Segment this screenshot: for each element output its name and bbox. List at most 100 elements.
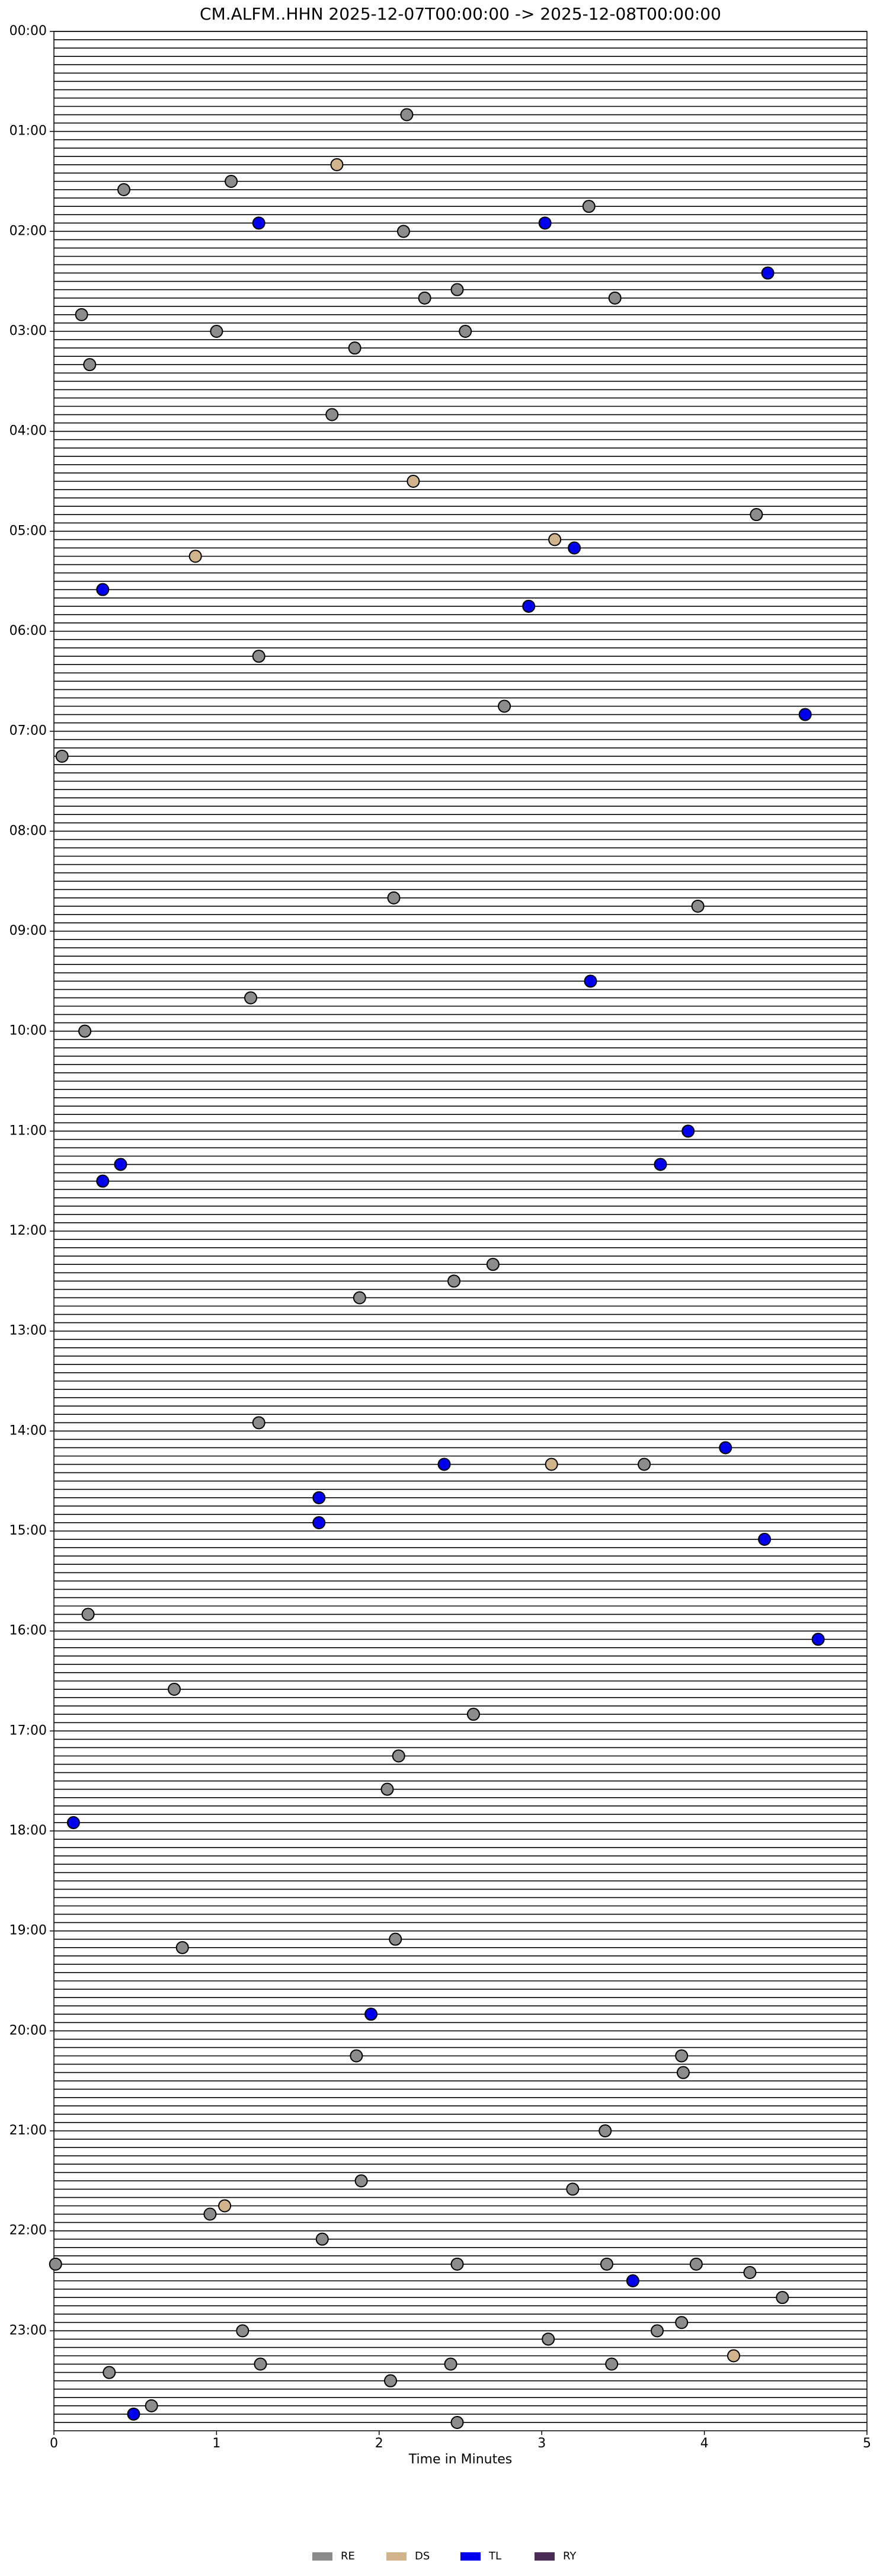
event-marker	[218, 2199, 232, 2213]
y-tick-label: 09:00	[9, 923, 47, 938]
event-marker	[407, 475, 420, 488]
event-marker	[81, 1607, 95, 1621]
x-tick-label: 4	[700, 2436, 709, 2451]
event-marker	[599, 2124, 612, 2137]
event-marker	[459, 325, 472, 338]
event-marker	[252, 1416, 265, 1430]
event-marker	[117, 183, 130, 196]
event-marker	[798, 708, 812, 721]
event-marker	[750, 508, 763, 522]
event-marker	[254, 2357, 267, 2371]
event-marker	[400, 108, 414, 122]
event-marker	[225, 175, 238, 188]
event-marker	[418, 291, 431, 305]
event-marker	[354, 2174, 368, 2188]
event-marker	[681, 1124, 695, 1138]
event-marker	[605, 2357, 619, 2371]
event-marker	[675, 2049, 689, 2063]
event-marker	[486, 1258, 500, 1271]
event-marker	[776, 2291, 789, 2305]
event-marker	[353, 1291, 366, 1305]
event-marker	[96, 1174, 110, 1188]
event-marker	[389, 1932, 402, 1946]
event-marker	[325, 408, 339, 421]
event-marker	[651, 2324, 664, 2338]
event-marker	[568, 541, 581, 555]
legend-label: TL	[488, 2550, 501, 2562]
y-tick-label: 16:00	[9, 1623, 47, 1638]
event-marker	[444, 2357, 457, 2371]
y-tick-label: 06:00	[9, 624, 47, 638]
event-marker	[66, 1816, 80, 1830]
y-tick-label: 22:00	[9, 2223, 47, 2238]
event-marker	[689, 2257, 703, 2271]
event-marker	[83, 358, 97, 372]
event-marker	[312, 1516, 326, 1530]
x-axis-label: Time in Minutes	[408, 2452, 513, 2467]
event-marker	[145, 2399, 158, 2412]
y-tick-label: 08:00	[9, 823, 47, 838]
event-marker	[203, 2207, 217, 2221]
legend-label: RY	[563, 2550, 577, 2562]
y-tick-label: 15:00	[9, 1523, 47, 1538]
legend-swatch	[312, 2552, 332, 2561]
event-marker	[188, 549, 202, 563]
event-marker	[96, 583, 110, 596]
event-marker	[350, 2049, 363, 2063]
event-marker	[450, 283, 464, 296]
event-marker	[545, 1458, 558, 1471]
y-tick-label: 02:00	[9, 223, 47, 238]
event-marker	[719, 1441, 732, 1455]
event-marker	[522, 599, 536, 613]
event-marker	[312, 1491, 326, 1504]
x-tick-label: 2	[375, 2436, 383, 2451]
event-marker	[498, 699, 511, 713]
y-tick-label: 12:00	[9, 1223, 47, 1238]
y-tick-label: 01:00	[9, 124, 47, 139]
event-marker	[466, 1708, 480, 1721]
x-tick-label: 1	[212, 2436, 220, 2451]
event-marker	[49, 2257, 62, 2271]
event-marker	[348, 341, 361, 355]
event-marker	[584, 974, 597, 988]
event-marker	[548, 533, 562, 546]
event-marker	[392, 1749, 405, 1763]
event-marker	[396, 225, 410, 238]
y-tick-label: 03:00	[9, 324, 47, 338]
event-marker	[538, 216, 552, 230]
event-marker	[78, 1024, 92, 1038]
event-marker	[380, 1782, 394, 1796]
event-marker	[811, 1632, 825, 1646]
event-marker	[103, 2366, 116, 2379]
event-marker	[600, 2257, 613, 2271]
y-tick-label: 20:00	[9, 2023, 47, 2038]
legend: RE DS TL RY	[312, 2550, 577, 2562]
event-marker	[691, 899, 705, 913]
event-marker	[638, 1458, 651, 1471]
event-marker	[114, 1158, 127, 1171]
event-marker	[387, 891, 401, 905]
event-marker	[252, 650, 265, 663]
legend-label: RE	[341, 2550, 355, 2562]
event-marker	[244, 991, 258, 1005]
y-tick-label: 07:00	[9, 724, 47, 739]
event-marker	[55, 749, 69, 763]
event-marker	[127, 2407, 140, 2421]
event-marker	[75, 308, 88, 321]
x-tick-label: 0	[50, 2436, 58, 2451]
event-marker	[175, 1941, 189, 1954]
y-tick-label: 14:00	[9, 1423, 47, 1438]
event-marker	[566, 2182, 580, 2196]
y-tick-label: 13:00	[9, 1324, 47, 1338]
y-tick-label: 00:00	[9, 24, 47, 39]
event-marker	[210, 325, 223, 338]
legend-swatch	[460, 2552, 481, 2561]
event-marker	[542, 2332, 555, 2346]
event-marker	[450, 2416, 464, 2430]
event-marker	[608, 291, 622, 305]
y-tick-label: 23:00	[9, 2323, 47, 2338]
y-tick-label: 17:00	[9, 1723, 47, 1738]
event-marker	[758, 1532, 772, 1546]
